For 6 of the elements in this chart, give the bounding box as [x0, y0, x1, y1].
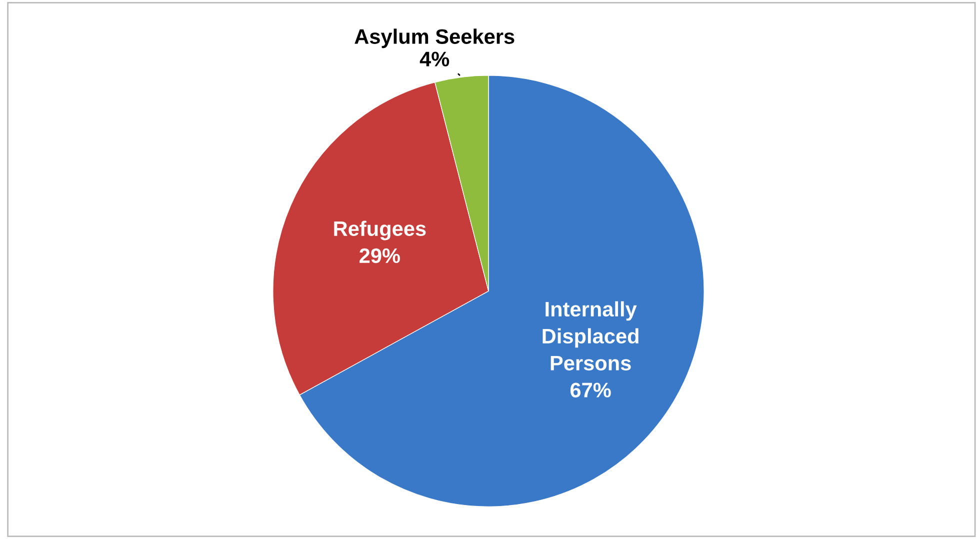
data-label: 4%	[420, 52, 450, 66]
slice-label: Internally Displaced Persons	[542, 301, 638, 370]
data-label: 29%	[360, 248, 400, 264]
slice-label: Refugees	[334, 220, 426, 240]
slice-label: Asylum Seekers	[354, 28, 514, 48]
data-label: 67%	[570, 382, 611, 398]
